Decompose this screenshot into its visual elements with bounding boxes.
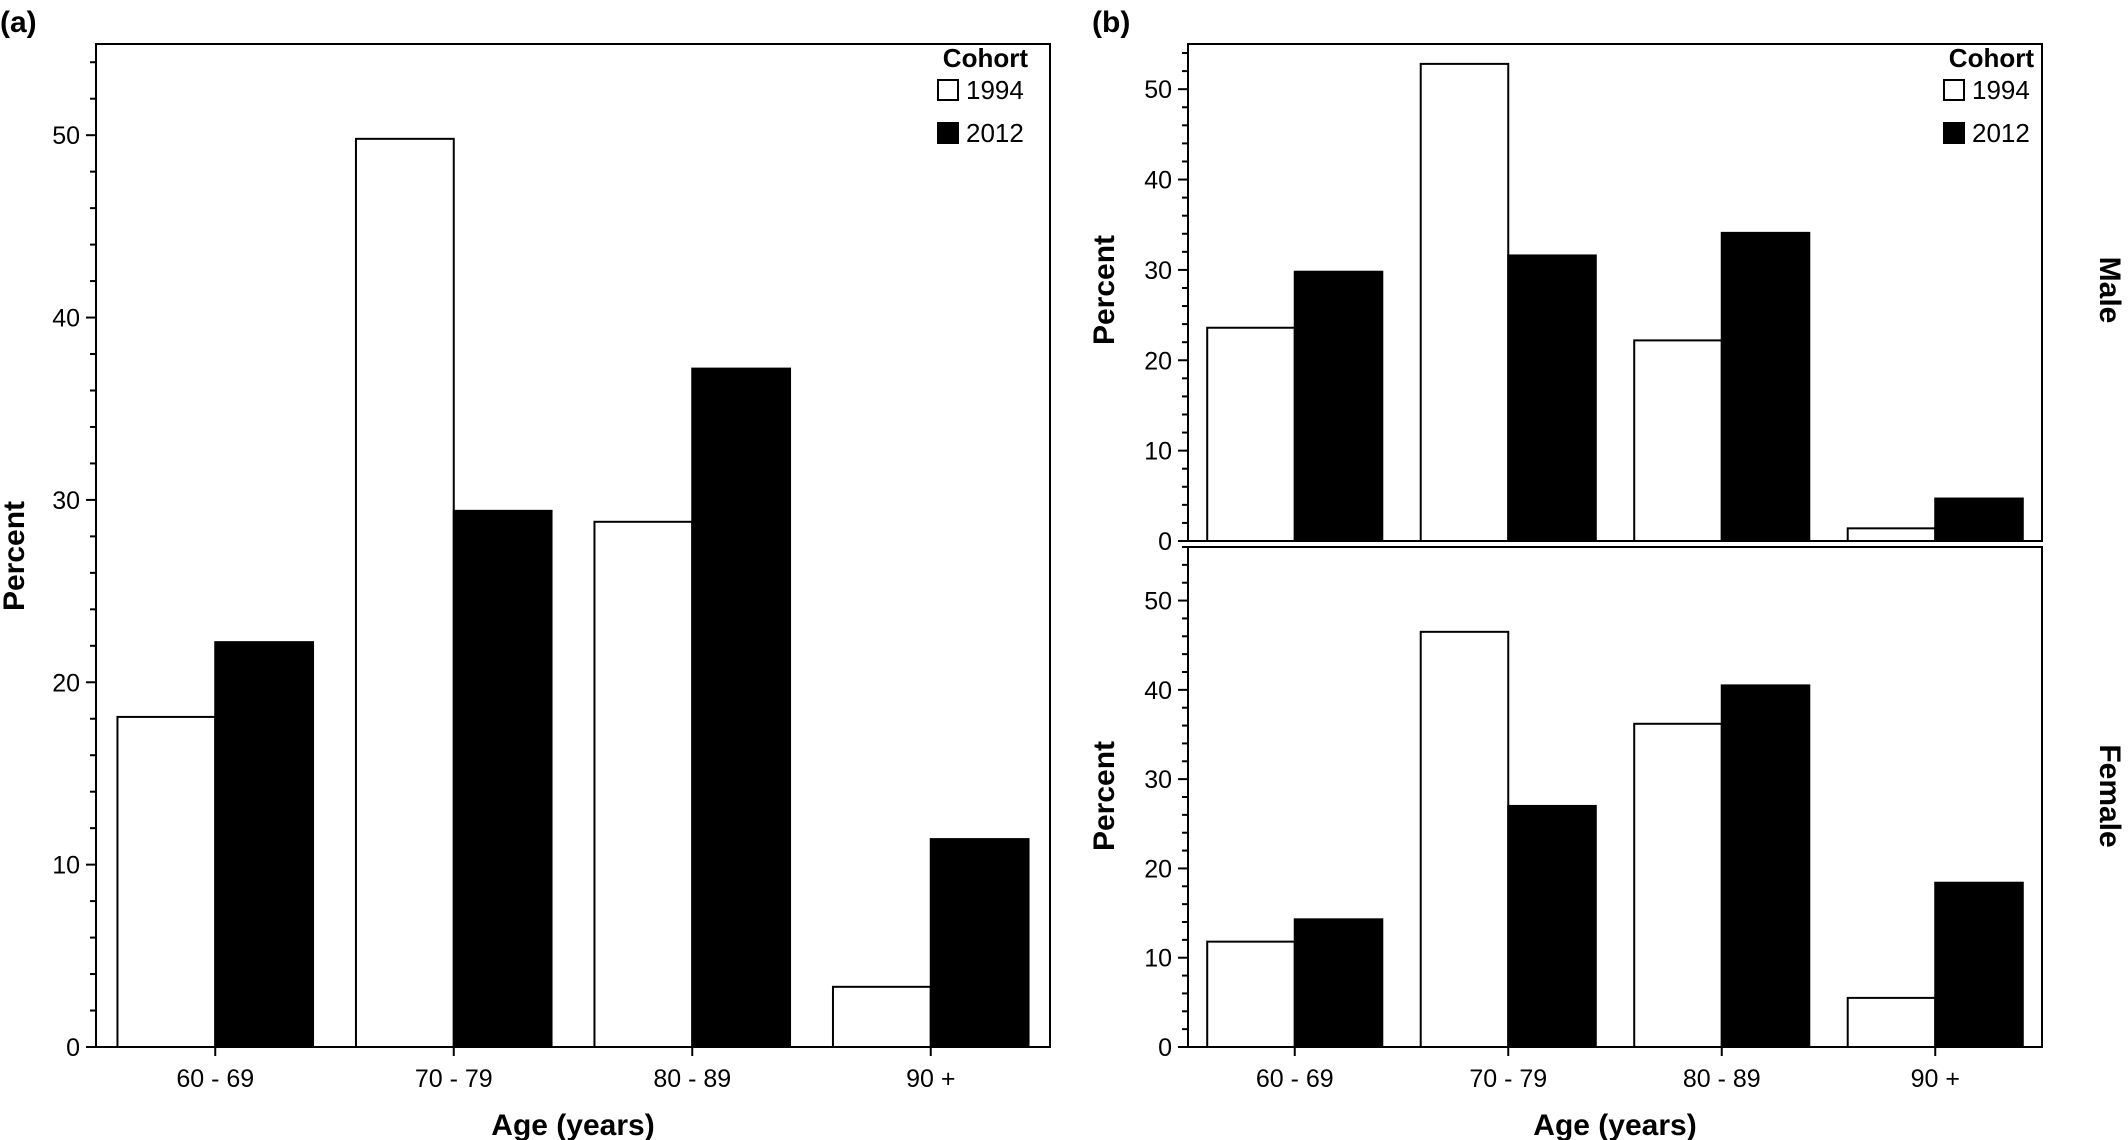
panel-b-female-ylabel: Percent (1088, 741, 1121, 851)
panel-b-female-bar-1994-2 (1633, 722, 1723, 1048)
panel-b-legend-swatch-1994 (1943, 79, 1965, 101)
panel-b-female-bar-2012-3 (1934, 881, 2024, 1049)
panel-b-legend-swatch-2012 (1943, 122, 1965, 144)
panel-b-male-bar-1994-3 (1846, 527, 1937, 543)
panel-b-male-bar-1994-1 (1419, 62, 1510, 542)
panel-a-xtick-label: 90 + (906, 1065, 955, 1093)
panel-a-ylabel: Percent (0, 501, 31, 611)
panel-b-female-strip-label: Female (2093, 744, 2126, 847)
panel-b: (b) 0 10 20 30 40 50 0 10 20 30 40 50 60 - 69 70 - 7… (1088, 6, 2126, 1140)
panel-a-legend-swatch-2012 (937, 122, 959, 144)
panel-b-female-bar-1994-3 (1846, 996, 1937, 1049)
panel-a-plot-frame (95, 43, 1051, 1048)
panel-a-xtick-label: 70 - 79 (415, 1065, 493, 1093)
panel-b-female-ytick-label: 40 (1144, 677, 1172, 705)
panel-a-ytick-label: 50 (52, 122, 80, 150)
panel-b-xtick-label: 70 - 79 (1469, 1065, 1547, 1093)
panel-b-xtick-label: 80 - 89 (1683, 1065, 1761, 1093)
panel-b-legend-label-1994: 1994 (1972, 75, 2030, 105)
panel-b-male-bar-2012-1 (1507, 254, 1597, 543)
panel-b-male-ytick-label: 0 (1158, 528, 1172, 556)
panel-b-female-ytick-label: 30 (1144, 766, 1172, 794)
panel-b-xlabel: Age (years) (1533, 1109, 1696, 1140)
panel-a-ytick-label: 40 (52, 305, 80, 333)
panel-b-legend: Cohort 1994 2012 (1943, 43, 2035, 148)
panel-b-male-ytick-label: 40 (1144, 167, 1172, 195)
panel-a-legend: Cohort 1994 2012 (937, 43, 1029, 148)
panel-b-male-ytick-label: 30 (1144, 257, 1172, 285)
panel-b-female-bar-2012-2 (1720, 684, 1811, 1049)
panel-b-legend-label-2012: 2012 (1972, 118, 2030, 148)
panel-a-ytick-label: 30 (52, 487, 80, 515)
panel-b-male-bar-1994-0 (1206, 326, 1296, 542)
panel-b-male-ytick-label: 10 (1144, 438, 1172, 466)
panel-b-label: (b) (1092, 6, 1130, 39)
panel-b-xtick-label: 90 + (1911, 1065, 1960, 1093)
panel-a-ytick-label: 10 (52, 852, 80, 880)
panel-b-female-ytick-label: 10 (1144, 945, 1172, 973)
panel-b-legend-title: Cohort (1949, 43, 2035, 73)
panel-b-male-ytick-label: 50 (1144, 76, 1172, 104)
panel-a-ytick-label: 0 (66, 1034, 80, 1062)
panel-a-legend-swatch-1994 (937, 79, 959, 101)
panel-b-female-bar-1994-0 (1206, 940, 1296, 1049)
panel-b-male-strip-label: Male (2093, 257, 2126, 324)
panel-a-bar-2012-2 (691, 367, 792, 1048)
panel-a-xtick-label: 80 - 89 (653, 1065, 731, 1093)
panel-b-female-bar-2012-0 (1293, 918, 1384, 1048)
panel-a-bar-2012-0 (214, 641, 315, 1048)
panel-a-legend-label-1994: 1994 (966, 75, 1024, 105)
panel-b-male-plot-frame (1187, 43, 2043, 542)
panel-a-bar-1994-0 (116, 715, 217, 1048)
panel-a-ytick-label: 20 (52, 669, 80, 697)
panel-b-male-bar-2012-2 (1720, 231, 1811, 543)
panel-b-female-ytick-label: 0 (1158, 1034, 1172, 1062)
panel-b-female-ytick-label: 50 (1144, 588, 1172, 616)
panel-a: (a) 0 10 20 30 40 50 60 - 69 70 - 79 80 - 89 90 … (0, 6, 1051, 1140)
panel-b-male-bar-2012-0 (1293, 270, 1384, 542)
panel-a-xtick-label: 60 - 69 (176, 1065, 254, 1093)
panel-b-male-ylabel: Percent (1088, 235, 1121, 345)
panel-a-bar-1994-3 (831, 985, 932, 1049)
panel-a-bar-1994-2 (593, 520, 694, 1048)
panel-a-label: (a) (0, 6, 37, 39)
panel-b-male-ytick-label: 20 (1144, 347, 1172, 375)
panel-b-female-bar-2012-1 (1507, 804, 1597, 1049)
panel-b-male-bar-2012-3 (1934, 497, 2024, 542)
panel-a-legend-title: Cohort (943, 43, 1029, 73)
panel-a-bar-1994-1 (354, 137, 455, 1048)
panel-a-legend-label-2012: 2012 (966, 118, 1024, 148)
panel-a-bar-2012-3 (929, 838, 1030, 1049)
panel-b-male-bar-1994-2 (1633, 339, 1723, 542)
panel-b-female-bar-1994-1 (1419, 630, 1510, 1048)
panel-a-xlabel: Age (years) (491, 1109, 654, 1140)
panel-a-bar-2012-1 (452, 509, 553, 1049)
panel-b-xtick-label: 60 - 69 (1256, 1065, 1334, 1093)
panel-b-female-ytick-label: 20 (1144, 855, 1172, 883)
